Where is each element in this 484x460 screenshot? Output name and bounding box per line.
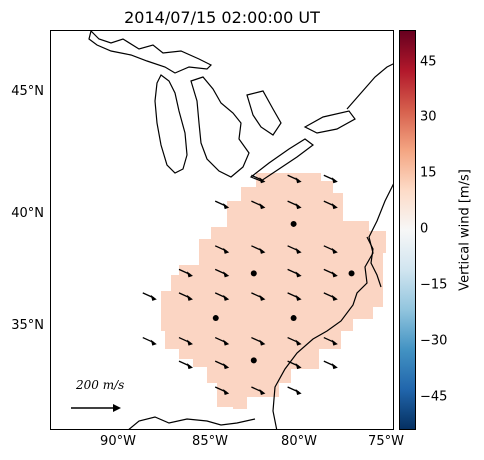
wind-arrow [178,292,193,301]
lon-tick-90: 90°W [100,434,136,449]
atlantic-coast-outline [272,183,393,429]
wind-arrow [323,360,338,370]
wind-arrow [323,336,338,346]
wind-arrow [323,174,338,184]
station-marker [212,315,219,322]
station-marker [250,270,257,277]
station-marker [290,315,297,322]
wind-data-region [161,173,386,409]
lon-tick-85: 85°W [192,434,228,449]
wind-arrow [287,174,302,184]
wind-arrow [214,386,230,395]
station-markers [212,220,355,364]
colorbar-tick-15: 15 [420,165,437,181]
wind-arrow [178,360,193,370]
station-marker [290,220,297,227]
lake-huron-outline [246,90,282,136]
scale-arrow [71,404,121,412]
colorbar-tick-30: 30 [420,109,437,125]
scale-arrow-label: 200 m/s [76,378,125,392]
wind-arrow [323,292,338,301]
map-frame [50,30,394,430]
wind-arrow [251,292,266,301]
wind-arrow [323,245,338,254]
wind-arrow [214,200,230,210]
st-lawrence-outline [346,63,393,110]
lake-erie-outline [249,138,314,182]
colorbar-tick-45: 45 [420,54,437,70]
wind-arrow [214,292,230,301]
wind-arrow [323,200,338,210]
lat-tick-35: 35°N [11,318,44,333]
wind-arrow [287,336,302,346]
wind-arrow [287,268,302,278]
wind-arrow [251,245,266,254]
wind-arrow [287,200,302,210]
wind-arrow [178,268,193,278]
wind-arrow [214,268,230,278]
michigan-peninsula-outline [190,76,250,178]
chesapeake-outline [366,236,382,288]
wind-arrow [142,292,157,301]
lake-michigan-outline [154,74,188,174]
colorbar-label: Vertical wind [m/s] [457,169,473,291]
wind-arrow [214,360,230,370]
wind-arrow [251,174,266,184]
wind-arrow [251,200,266,210]
map-canvas [71,31,393,429]
colorbar-tick-neg15: −15 [420,277,448,293]
gulf-coast-outline [128,416,256,429]
wind-arrow [178,336,193,346]
lake-superior-outline [88,31,213,74]
wind-arrow [287,245,302,254]
wind-arrow [251,386,266,395]
wind-arrow [214,336,230,346]
lake-ontario-outline [303,110,356,134]
station-marker [250,357,257,364]
lat-tick-40: 40°N [11,206,44,221]
wind-arrow [287,386,302,395]
colorbar-tick-neg45: −45 [420,389,448,405]
wind-arrow [251,336,266,346]
wind-arrow [142,336,157,346]
wind-arrow [323,268,338,278]
wind-arrow [287,360,302,370]
lon-tick-75: 75°W [368,434,404,449]
lat-tick-45: 45°N [11,84,44,99]
lon-tick-80: 80°W [281,434,317,449]
station-marker [348,270,355,277]
plot-title: 2014/07/15 02:00:00 UT [124,8,320,27]
wind-arrow [287,292,302,301]
colorbar-tick-0: 0 [420,221,429,237]
wind-arrow [214,245,230,254]
wind-arrows [142,174,338,395]
coastlines [88,31,393,429]
colorbar [399,30,416,430]
colorbar-tick-neg30: −30 [420,333,448,349]
